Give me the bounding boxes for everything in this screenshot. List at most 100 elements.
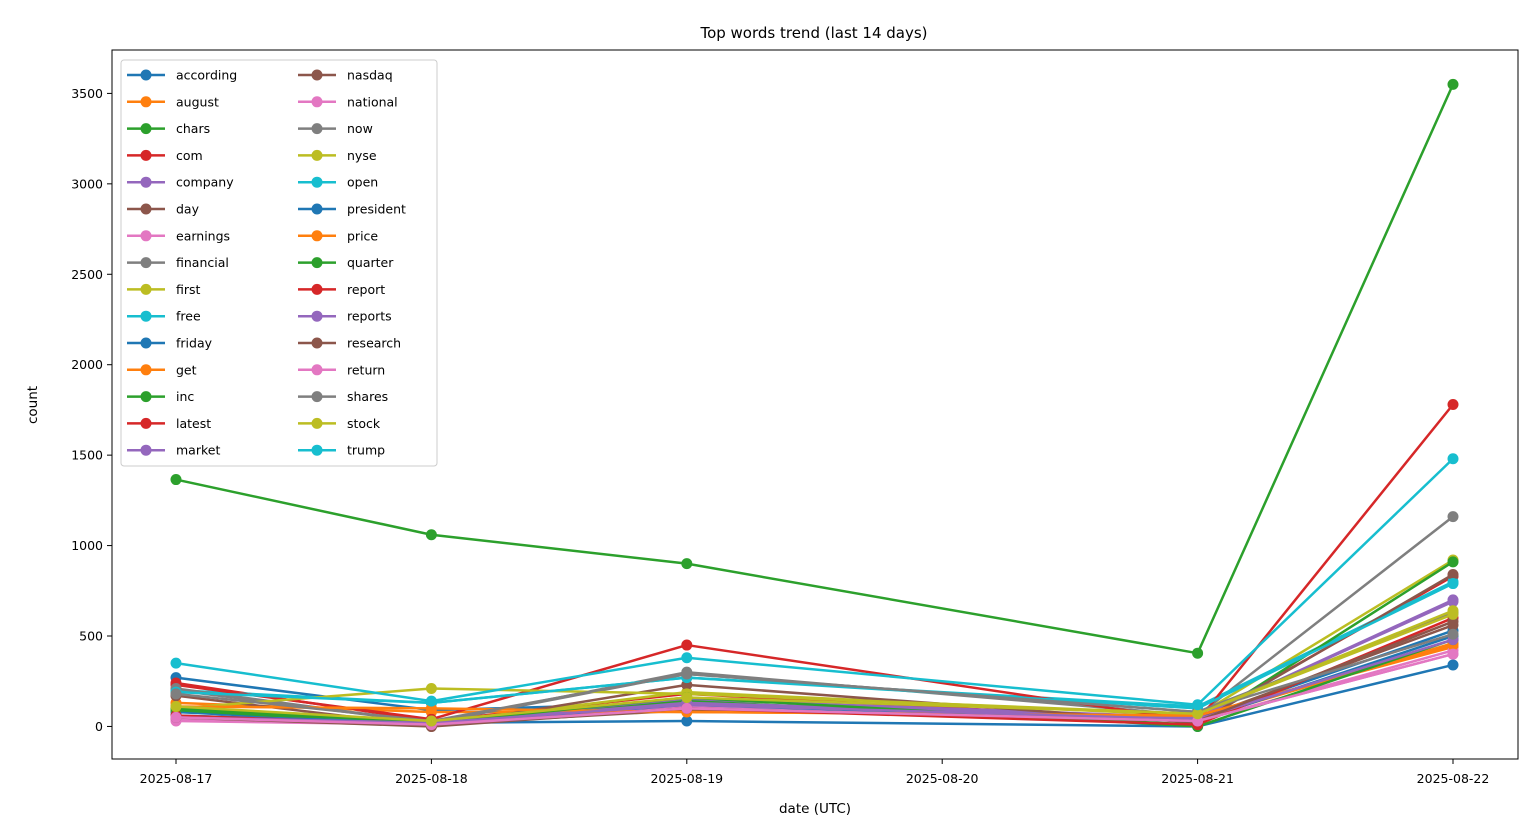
- legend-swatch-marker: [311, 364, 323, 376]
- legend-label: nasdaq: [347, 68, 393, 83]
- legend-label: according: [176, 68, 237, 83]
- legend-entry-return: return: [298, 362, 385, 377]
- data-point-shares: [1447, 628, 1459, 640]
- x-tick-label: 2025-08-19: [650, 771, 723, 786]
- legend-entry-company: company: [127, 175, 234, 190]
- data-point-latest: [1447, 399, 1459, 410]
- data-point-stock: [681, 692, 693, 704]
- y-tick-label: 2000: [71, 357, 103, 372]
- legend-swatch-marker: [140, 444, 152, 456]
- legend-swatch-marker: [140, 391, 152, 403]
- legend-swatch-marker: [140, 123, 152, 135]
- legend-entry-nasdaq: nasdaq: [298, 68, 393, 83]
- series-lines: [170, 78, 1459, 732]
- data-point-nasdaq: [1447, 569, 1459, 581]
- legend-entry-research: research: [298, 336, 401, 351]
- data-point-financial: [1447, 511, 1459, 523]
- legend-label: company: [176, 175, 234, 190]
- data-point-trump: [170, 657, 182, 669]
- legend-entry-inc: inc: [127, 389, 194, 404]
- data-point-trump: [1447, 453, 1459, 465]
- x-tick-label: 2025-08-17: [140, 771, 213, 786]
- data-point-trump: [425, 695, 437, 707]
- legend-entry-first: first: [127, 282, 201, 297]
- x-axis-label: date (UTC): [779, 801, 851, 817]
- legend-entry-report: report: [298, 282, 385, 297]
- legend-label: open: [347, 175, 378, 190]
- data-point-latest: [681, 639, 693, 651]
- legend-swatch-marker: [311, 257, 323, 269]
- data-point-president: [681, 715, 693, 727]
- legend-swatch-marker: [311, 96, 323, 108]
- data-point-chars: [425, 529, 437, 541]
- legend-swatch-marker: [311, 283, 323, 295]
- data-point-stock: [1192, 708, 1204, 720]
- legend-entry-market: market: [127, 443, 220, 458]
- series-stock: [170, 608, 1459, 727]
- data-point-trump: [1192, 699, 1204, 711]
- legend-swatch-marker: [140, 149, 152, 161]
- legend-entry-friday: friday: [127, 336, 213, 351]
- data-point-return: [1447, 648, 1459, 660]
- data-point-chars: [1192, 647, 1204, 659]
- legend-entry-get: get: [127, 362, 197, 377]
- legend-label: trump: [347, 443, 385, 458]
- legend-label: research: [347, 336, 401, 351]
- legend-swatch-marker: [311, 444, 323, 456]
- legend-swatch-marker: [311, 337, 323, 349]
- legend-swatch-marker: [311, 203, 323, 215]
- x-tick-label: 2025-08-21: [1161, 771, 1234, 786]
- legend-label: price: [347, 228, 378, 243]
- legend-swatch-marker: [140, 176, 152, 188]
- legend-label: inc: [176, 389, 194, 404]
- legend-entry-shares: shares: [298, 389, 388, 404]
- legend-swatch-marker: [311, 417, 323, 429]
- legend-entry-august: august: [127, 94, 219, 109]
- x-tick-label: 2025-08-22: [1417, 771, 1490, 786]
- legend-label: day: [176, 202, 200, 217]
- legend-label: now: [347, 121, 373, 136]
- legend-label: chars: [176, 121, 210, 136]
- legend-label: market: [176, 443, 220, 458]
- legend-label: nyse: [347, 148, 377, 163]
- y-axis: 0 500 1000 1500 2000 2500 3000 3500: [71, 86, 112, 734]
- legend-entry-price: price: [298, 228, 378, 243]
- y-tick-label: 2500: [71, 267, 103, 282]
- data-point-chars: [681, 558, 693, 570]
- y-tick-label: 1500: [71, 448, 103, 463]
- data-point-trump: [681, 652, 693, 664]
- data-point-return: [681, 702, 693, 714]
- y-axis-label: count: [25, 386, 41, 424]
- legend-label: august: [176, 94, 219, 109]
- data-point-return: [170, 711, 182, 723]
- legend-entry-stock: stock: [298, 416, 381, 431]
- data-point-president: [1447, 659, 1459, 671]
- legend-entry-financial: financial: [127, 255, 229, 270]
- legend-swatch-marker: [140, 417, 152, 429]
- legend-swatch-marker: [311, 230, 323, 242]
- y-tick-label: 0: [95, 719, 103, 734]
- legend-entry-free: free: [127, 309, 201, 324]
- legend-label: president: [347, 202, 406, 217]
- chart-title: Top words trend (last 14 days): [699, 24, 927, 42]
- legend-label: get: [176, 362, 197, 377]
- plot-area-frame: [111, 49, 1519, 760]
- series-chars: [170, 78, 1459, 659]
- legend-entry-chars: chars: [127, 121, 210, 136]
- data-point-open: [1447, 578, 1459, 590]
- legend-label: com: [176, 148, 203, 163]
- x-axis: 2025-08-17 2025-08-18 2025-08-19 2025-08-20…: [140, 759, 1490, 786]
- legend-label: latest: [176, 416, 211, 431]
- legend-swatch-marker: [311, 123, 323, 135]
- legend-swatch-marker: [311, 149, 323, 161]
- data-point-nyse: [425, 682, 437, 694]
- data-point-chars: [1447, 78, 1459, 90]
- y-tick-label: 3000: [71, 176, 103, 191]
- data-point-stock: [170, 701, 182, 713]
- legend-entry-quarter: quarter: [298, 255, 394, 270]
- legend-label: first: [176, 282, 201, 297]
- legend-swatch-marker: [311, 310, 323, 322]
- legend-entry-earnings: earnings: [127, 228, 230, 243]
- legend-entry-president: president: [298, 202, 406, 217]
